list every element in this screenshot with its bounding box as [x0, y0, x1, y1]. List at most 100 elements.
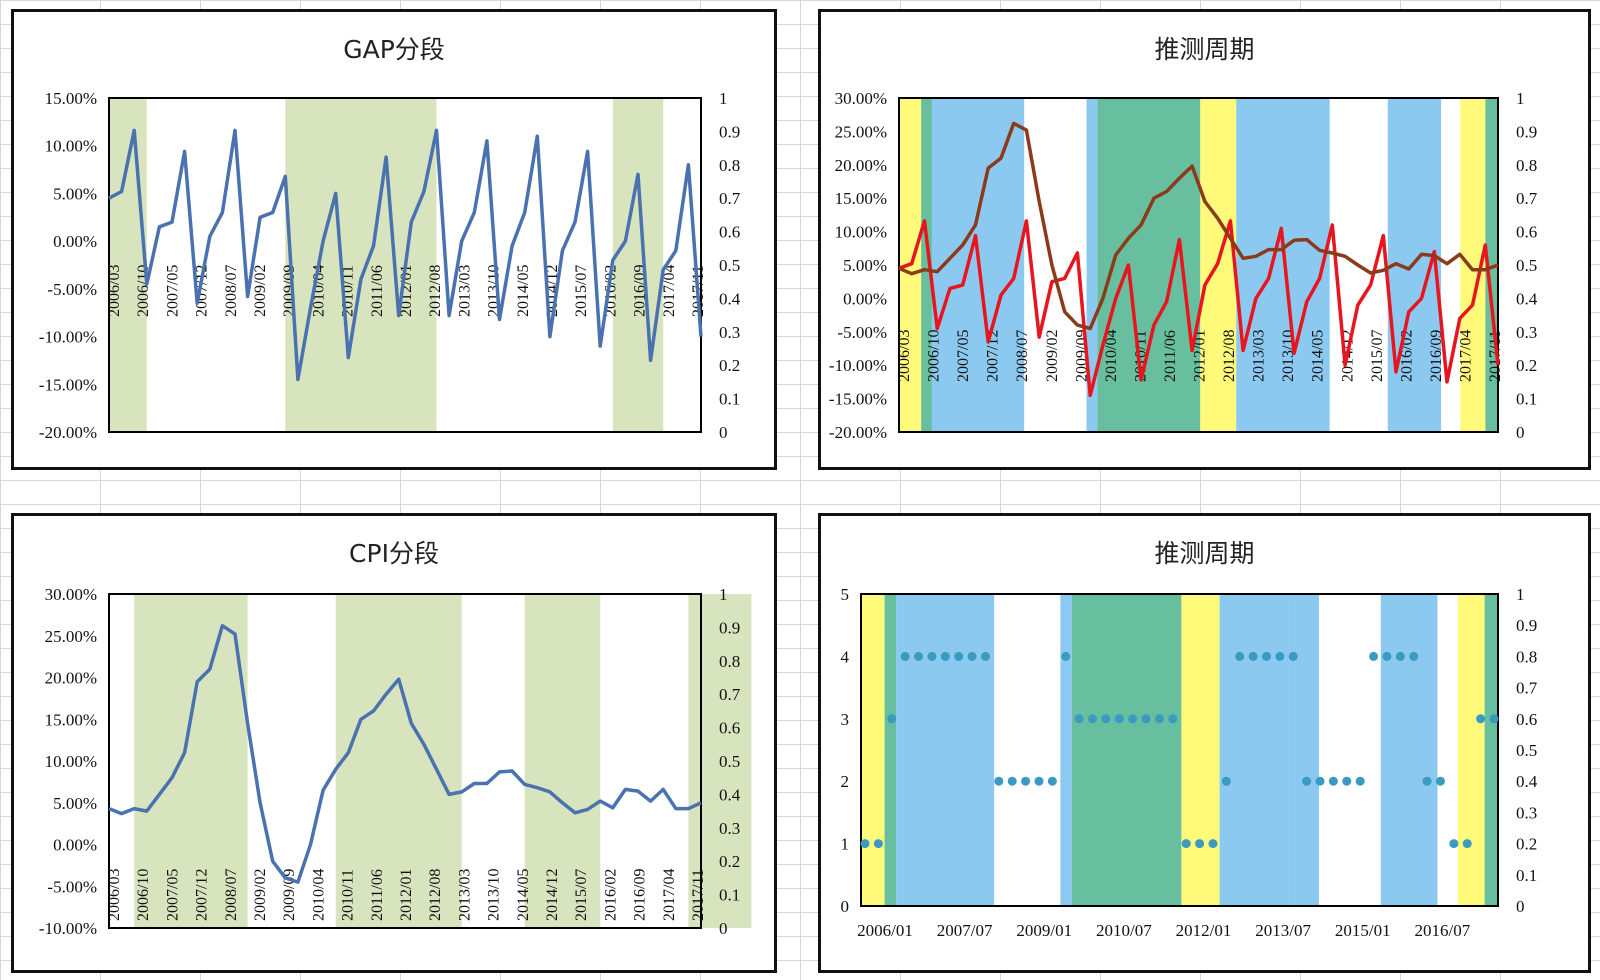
secondary-y-axis-tick-label: 0.6 [1516, 710, 1537, 729]
y-axis-tick-label: 25.00% [835, 122, 887, 141]
y-axis-tick-label: 5.00% [53, 184, 97, 203]
y-axis-tick-label: 0.00% [843, 289, 887, 308]
y-axis-tick-label: 15.00% [45, 710, 97, 729]
shaded-band [1289, 594, 1320, 906]
x-axis-tick-label: 2012/01 [398, 869, 415, 921]
y-axis-tick-label: 15.00% [45, 89, 97, 108]
series-line [898, 121, 1499, 331]
data-point [1021, 776, 1031, 786]
x-axis-tick-label: 2014/05 [1310, 330, 1327, 382]
data-point [1208, 839, 1218, 849]
data-point [900, 651, 910, 661]
x-axis-tick-label: 2016/02 [602, 869, 619, 921]
shaded-band [285, 98, 437, 432]
shaded-band [921, 98, 932, 432]
secondary-y-axis-tick-label: 0.3 [1516, 323, 1537, 342]
data-point [1342, 776, 1352, 786]
data-point [980, 651, 990, 661]
y-axis-tick-label: 30.00% [835, 89, 887, 108]
secondary-y-axis-tick-label: 0.5 [719, 256, 740, 275]
data-point [1288, 651, 1298, 661]
forecast-cycle-chart-panel[interactable]: 推测周期 30.00% 25.00% 20.00% 15.00% 10.00% 5.00%… [818, 9, 1591, 470]
secondary-y-axis-tick-label: 0.3 [1516, 803, 1537, 822]
secondary-y-axis-tick-label: 0.4 [719, 289, 741, 308]
secondary-y-axis-tick-label: 0.6 [719, 223, 740, 242]
secondary-y-axis-tick-label: 0.6 [719, 719, 740, 738]
secondary-y-axis-tick-label: 0.5 [1516, 741, 1537, 760]
y-axis-tick-label: -10.00% [39, 328, 97, 347]
y-axis-tick-label: 25.00% [45, 627, 97, 646]
forecast-cycle-scatter-chart: 5 4 3 2 1 0 1 0.9 0.8 0.7 0.6 0.5 0.4 0.3 0.2 0.1 0 2006/… [841, 585, 1538, 940]
secondary-y-axis-tick-label: 0.9 [1516, 122, 1537, 141]
forecast-cycle-line-chart: 30.00% 25.00% 20.00% 15.00% 10.00% 5.00% 0.00%… [829, 89, 1538, 442]
secondary-y-axis-tick-label: 0 [719, 423, 728, 442]
secondary-y-axis-tick-label: 0.7 [1516, 679, 1538, 698]
data-point [1181, 839, 1191, 849]
y-axis-tick-label: 15.00% [835, 189, 887, 208]
data-point [873, 839, 883, 849]
y-axis-tick-label: 0.00% [53, 836, 97, 855]
shaded-band [1484, 594, 1498, 906]
secondary-y-axis-tick-label: 0.1 [1516, 866, 1537, 885]
data-point [954, 651, 964, 661]
x-axis-tick-label: 2017/04 [661, 265, 678, 317]
data-point [1154, 714, 1164, 724]
data-point [1435, 776, 1445, 786]
shaded-band [1071, 594, 1182, 906]
data-point [940, 651, 950, 661]
data-point [887, 714, 897, 724]
data-point [1315, 776, 1325, 786]
x-axis-tick-label: 2007/05 [955, 330, 972, 382]
x-axis-tick-label: 2016/09 [632, 869, 649, 921]
gap-chart-panel[interactable]: GAP分段 15.00% 10.00% 5.00% 0.00% -5.00% -10.00… [11, 9, 777, 470]
chart-title: 推测周期 [1154, 539, 1255, 568]
shaded-band [134, 594, 248, 928]
secondary-y-axis-tick-label: 0.9 [719, 122, 740, 141]
x-axis-tick-label: 2006/03 [106, 265, 123, 317]
secondary-y-axis-tick-label: 0 [1516, 897, 1525, 916]
secondary-y-axis-tick-label: 0.9 [1516, 616, 1537, 635]
x-axis-tick-label: 2013/03 [1251, 330, 1268, 382]
secondary-y-axis-tick-label: 0.1 [719, 886, 740, 905]
x-axis-tick-label: 2007/07 [937, 921, 993, 940]
x-axis-tick-label: 2013/03 [456, 265, 473, 317]
shaded-band [884, 594, 897, 906]
secondary-y-axis-tick-label: 0.8 [1516, 647, 1537, 666]
secondary-y-axis-tick-label: 0.7 [719, 189, 741, 208]
x-axis-tick-label: 2017/04 [1457, 330, 1474, 382]
data-point [1328, 776, 1338, 786]
x-axis-tick-label: 2013/10 [1280, 330, 1297, 382]
y-axis-tick-label: 4 [841, 647, 850, 666]
x-axis-tick-label: 2009/02 [252, 869, 269, 921]
x-axis-tick-label: 2013/07 [1255, 921, 1311, 940]
data-point [1101, 714, 1111, 724]
gap-chart: 15.00% 10.00% 5.00% 0.00% -5.00% -10.00% -15.0… [39, 89, 741, 442]
x-axis-tick-label: 2007/12 [194, 869, 211, 921]
secondary-y-axis-tick-label: 0.2 [719, 852, 740, 871]
x-axis-tick-label: 2013/10 [486, 869, 503, 921]
data-point [1489, 714, 1499, 724]
secondary-y-axis-tick-label: 0.3 [719, 819, 740, 838]
y-axis-tick-label: 3 [841, 710, 850, 729]
secondary-y-axis-tick-label: 1 [719, 89, 728, 108]
secondary-y-axis-tick-label: 0.2 [1516, 356, 1537, 375]
shaded-band [1301, 98, 1330, 432]
chart-title: GAP分段 [343, 35, 445, 64]
x-axis-tick-label: 2010/07 [1096, 921, 1152, 940]
data-point [1061, 651, 1071, 661]
x-axis-tick-label: 2014/05 [515, 265, 532, 317]
shaded-band [612, 98, 664, 432]
x-axis-tick-label: 2006/10 [135, 869, 152, 921]
shaded-band [1219, 594, 1290, 906]
data-point [1141, 714, 1151, 724]
x-axis-tick-label: 2015/07 [1369, 330, 1386, 382]
y-axis-tick-label: 5.00% [53, 794, 97, 813]
data-point [1422, 776, 1432, 786]
x-axis-tick-label: 2006/01 [857, 921, 913, 940]
y-axis-tick-label: -5.00% [47, 280, 97, 299]
forecast-cycle-scatter-panel[interactable]: 推测周期 5 4 3 2 1 0 1 0.9 0.8 0.7 0.6 0.5 0.4 0.3 0.2 0.1 0… [818, 513, 1591, 973]
secondary-y-axis-tick-label: 0.2 [1516, 835, 1537, 854]
shaded-band [1380, 594, 1438, 906]
x-axis-tick-label: 2009/02 [252, 265, 269, 317]
cpi-chart-panel[interactable]: CPI分段 30.00% 25.00% 20.00% 15.00% 10.00% 5.00… [11, 513, 777, 973]
